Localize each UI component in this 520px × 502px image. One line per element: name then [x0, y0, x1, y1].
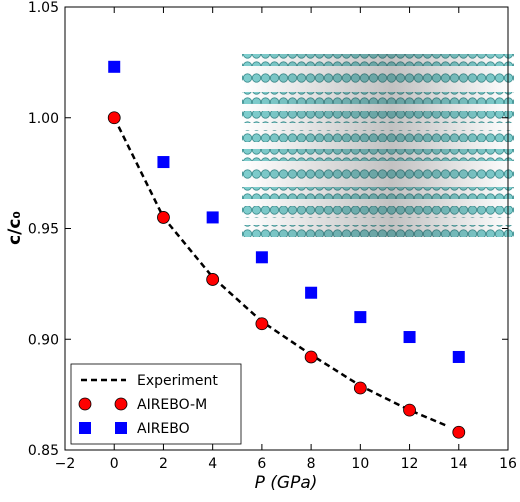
x-tick-label: 16: [499, 456, 517, 472]
y-tick-label: 1.00: [28, 111, 59, 127]
point: [107, 111, 121, 125]
point: [452, 425, 466, 439]
graphene-inset: [242, 54, 514, 237]
line: [113, 117, 447, 427]
point: [108, 60, 121, 73]
x-tick-label: 8: [307, 456, 316, 472]
y-tick-label: 0.85: [28, 443, 59, 459]
legend-marker: [115, 422, 127, 434]
legend-marker: [78, 397, 92, 411]
point: [157, 156, 170, 169]
point: [255, 317, 269, 331]
y-tick-label: 0.90: [28, 332, 59, 348]
point: [304, 350, 318, 364]
x-tick-label: 10: [351, 456, 369, 472]
point: [353, 381, 367, 395]
y-axis-label: c/c₀: [5, 211, 25, 245]
legend-label: AIREBO-M: [137, 397, 207, 413]
x-axis-label: P (GPa): [255, 473, 318, 493]
x-tick-label: 4: [208, 456, 217, 472]
point: [206, 273, 220, 286]
point: [452, 350, 465, 363]
legend-label: AIREBO: [137, 421, 190, 437]
legend-label: Experiment: [137, 373, 218, 389]
point: [157, 211, 170, 224]
x-tick-label: 6: [257, 456, 266, 472]
x-tick-label: 0: [110, 456, 119, 472]
point: [206, 211, 219, 224]
x-tick-label: 2: [159, 456, 168, 472]
x-tick-label: 14: [450, 456, 468, 472]
x-tick-label: 12: [401, 456, 419, 472]
point: [305, 286, 318, 299]
point: [403, 403, 416, 417]
legend-marker: [79, 422, 91, 434]
legend-box: [70, 363, 242, 445]
legend-marker: [114, 397, 128, 411]
point: [403, 331, 416, 344]
y-tick-label: 1.05: [28, 0, 59, 16]
point: [255, 251, 268, 264]
point: [354, 311, 367, 324]
x-tick-label: −2: [55, 456, 76, 472]
y-tick-label: 0.95: [28, 222, 59, 238]
